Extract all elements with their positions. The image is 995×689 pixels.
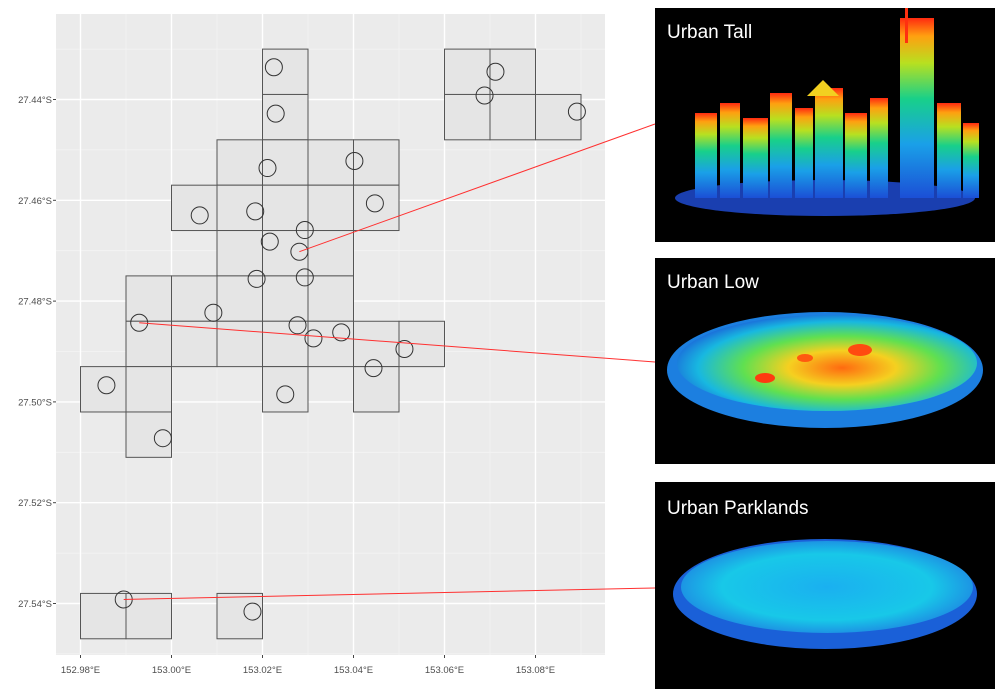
grid-cell [307, 230, 354, 277]
urban-tall-panel: Urban Tall [655, 8, 995, 242]
sample-point [475, 86, 494, 105]
grid-cell [216, 184, 263, 232]
y-tick-label: 27.48°S [18, 297, 52, 308]
grid-cell [262, 184, 309, 232]
y-tick-label: 27.54°S [18, 599, 52, 610]
grid-cell [216, 230, 263, 277]
grid-cell [125, 366, 172, 413]
panel-title: Urban Low [667, 272, 759, 293]
x-tick-label: 153.02°E [243, 665, 282, 676]
grid-cell [262, 139, 309, 186]
grid-cell [216, 139, 263, 186]
sample-point [258, 159, 277, 178]
sample-point [260, 232, 279, 251]
grid-cell [444, 48, 491, 95]
grid-cell [125, 411, 172, 458]
grid-cell [171, 320, 218, 368]
panel-title: Urban Parklands [667, 498, 809, 519]
x-tick-label: 153.08°E [516, 665, 555, 676]
grid-cell [444, 93, 491, 141]
grid-cell [80, 366, 127, 413]
grid-cell [535, 93, 582, 141]
grid-cell [262, 93, 309, 141]
grid-cell [353, 139, 400, 186]
grid-cell [262, 320, 309, 368]
sample-point [246, 202, 265, 221]
x-tick-label: 153.00°E [152, 665, 191, 676]
sample-point [190, 206, 209, 225]
sample-point [567, 102, 586, 121]
x-tick-label: 153.04°E [334, 665, 373, 676]
sample-point [204, 303, 223, 322]
grid-cell [216, 275, 263, 322]
sample-point [264, 58, 283, 77]
grid-cell [353, 366, 400, 413]
sample-point [97, 376, 116, 395]
panel-title: Urban Tall [667, 22, 752, 43]
sample-point [243, 602, 262, 621]
x-tick-label: 152.98°E [61, 665, 100, 676]
grid-cell [216, 592, 263, 640]
urban-low-panel: Urban Low [655, 258, 995, 464]
grid-cell [489, 93, 536, 141]
y-tick-label: 27.46°S [18, 196, 52, 207]
grid-cell [125, 275, 172, 322]
grid-cell [171, 184, 218, 232]
urban-parklands-point-cloud: Urban Parklands [667, 498, 977, 649]
sample-point [153, 429, 172, 448]
sample-point [486, 62, 505, 81]
grid-cell [398, 320, 445, 368]
sample-point [295, 268, 314, 287]
grid-cell [262, 48, 309, 95]
x-axis-ticks: 152.98°E 153.00°E 153.02°E 153.04°E 153.… [61, 655, 555, 676]
study-area-map: 152.98°E 153.00°E 153.02°E 153.04°E 153.… [18, 14, 605, 676]
grid-cell [262, 366, 309, 413]
grid-cell [171, 275, 218, 322]
grid-cell [307, 320, 354, 368]
grid-cell [307, 139, 354, 186]
y-tick-label: 27.50°S [18, 397, 52, 408]
urban-low-point-cloud: Urban Low [667, 272, 983, 428]
y-axis-ticks: 27.44°S 27.46°S 27.48°S 27.50°S 27.52°S … [18, 95, 56, 610]
grid-cell [307, 184, 354, 232]
x-tick-label: 153.06°E [425, 665, 464, 676]
y-tick-label: 27.44°S [18, 95, 52, 106]
urban-parklands-panel: Urban Parklands [655, 482, 995, 689]
grid-cell [307, 275, 354, 322]
y-tick-label: 27.52°S [18, 498, 52, 509]
grid-cell [125, 592, 172, 640]
grid-cell [216, 320, 263, 368]
sample-point [247, 269, 266, 288]
urban-tall-point-cloud: Urban Tall [667, 8, 979, 216]
grid-cell [262, 275, 309, 322]
sample-point [266, 104, 285, 123]
grid-cell [489, 48, 536, 95]
sample-point [276, 385, 295, 404]
grid-cell [353, 184, 400, 232]
grid-cell [80, 592, 127, 640]
